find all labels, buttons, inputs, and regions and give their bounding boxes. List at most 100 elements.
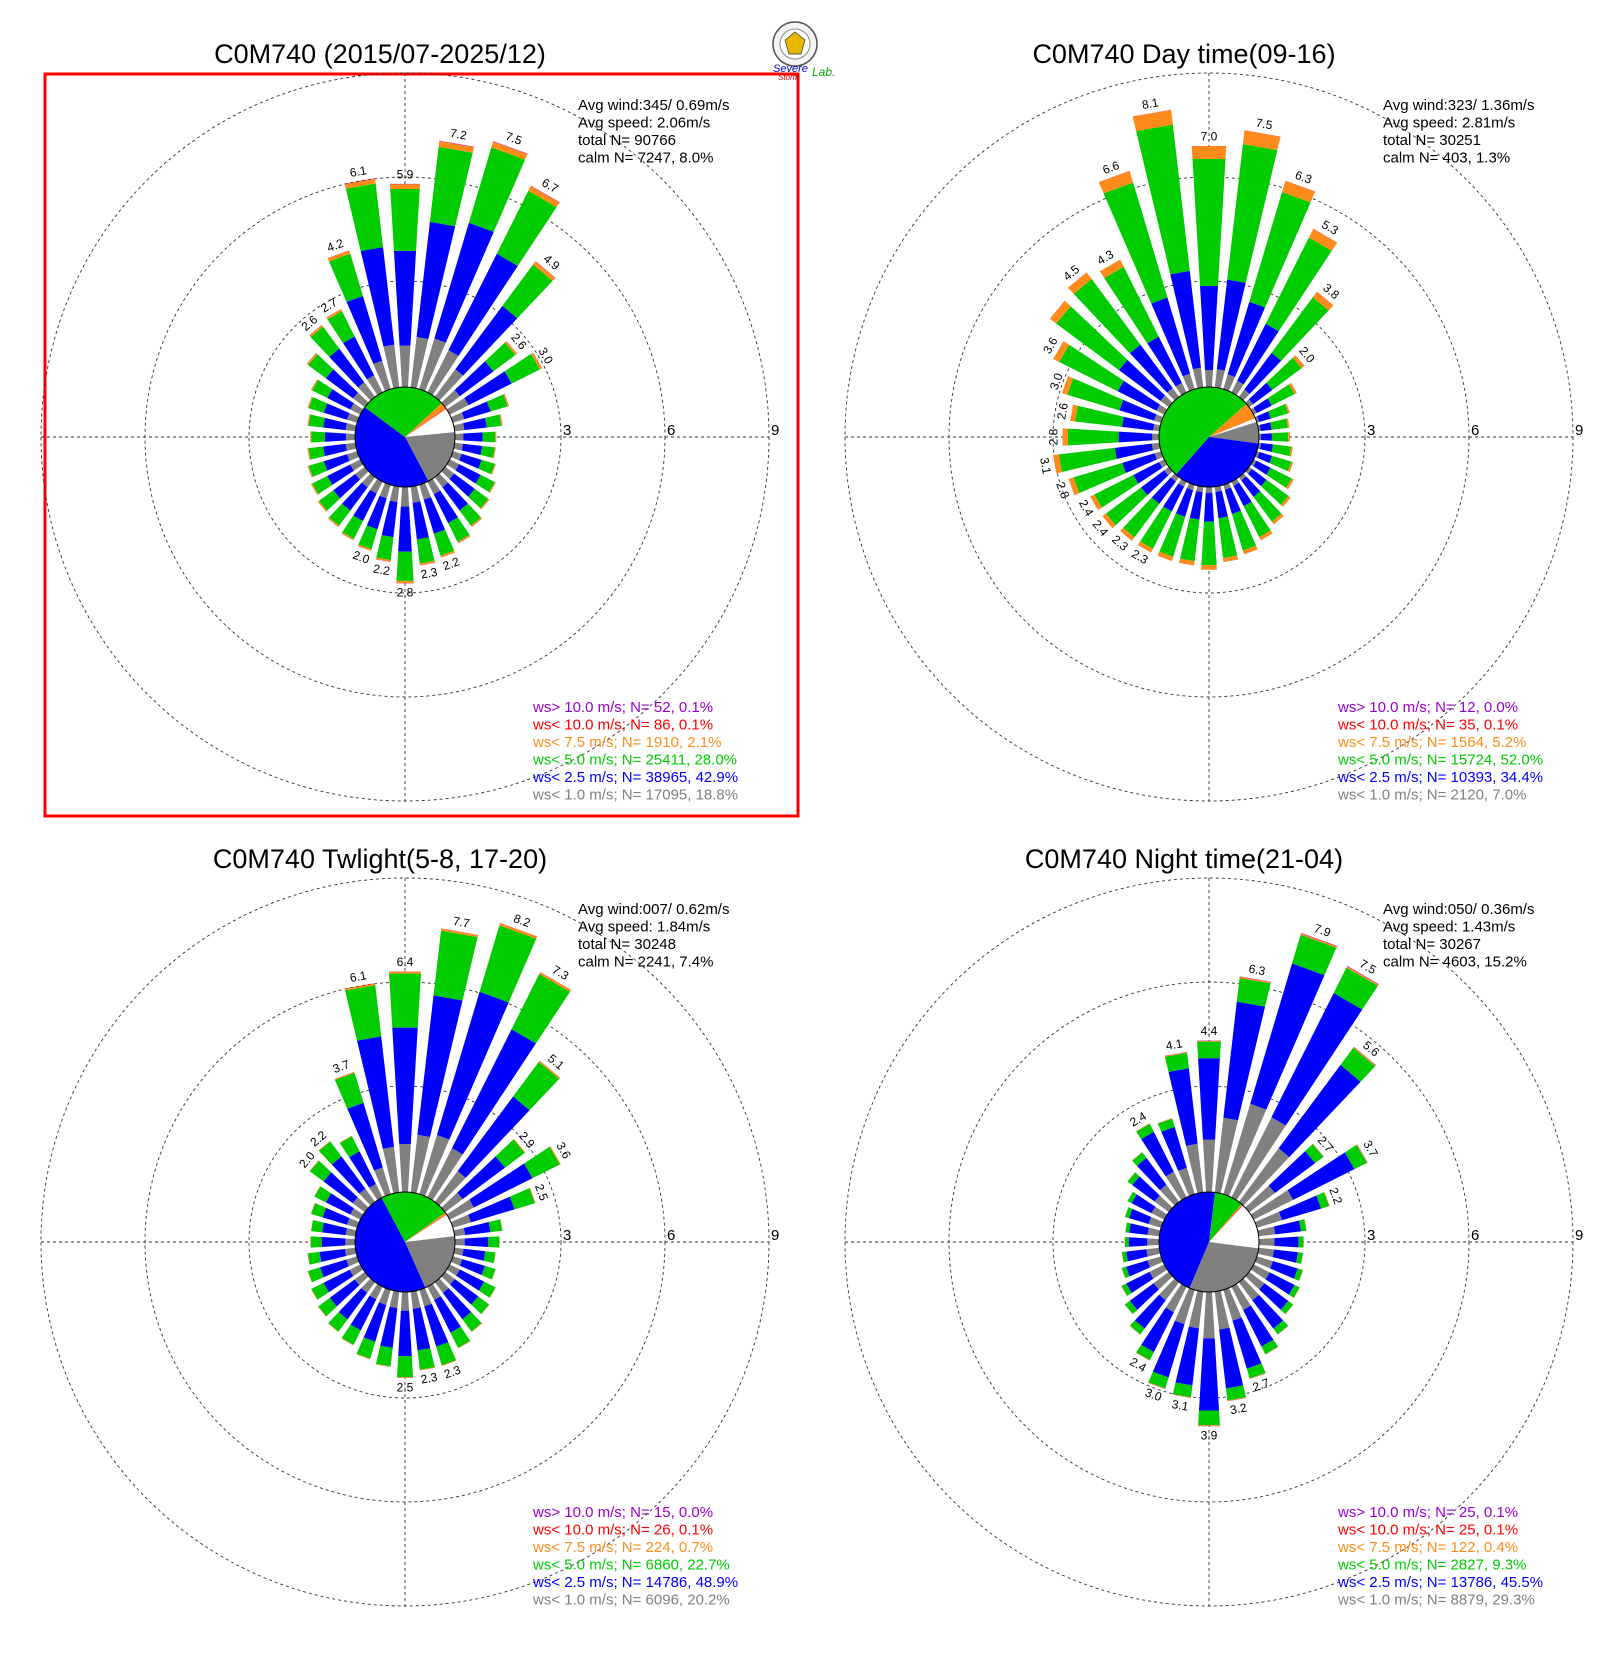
bar-label: 3.9: [1201, 1429, 1218, 1443]
bar-segment-lt5: [434, 530, 454, 556]
bar-segment-lt5: [389, 974, 421, 1028]
legend-entry-lt5: ws< 5.0 m/s; N= 2827, 9.3%: [1337, 1557, 1526, 1574]
stat-avg-wind: Avg wind:050/ 0.36m/s: [1383, 901, 1534, 918]
ring-label: 6: [1471, 422, 1479, 439]
bar-segment-lt5: [483, 432, 496, 443]
legend-entry-lt10: ws< 10.0 m/s; N= 35, 0.1%: [1337, 717, 1518, 734]
bar-segment-lt25: [1199, 1338, 1219, 1410]
bar-segment-lt1: [1223, 374, 1235, 391]
bar-segment-lt25: [465, 1237, 489, 1247]
bar-label: 4.4: [1201, 1024, 1218, 1038]
bar-segment-lt1: [1215, 369, 1225, 388]
bar-segment-lt25: [462, 1249, 485, 1261]
bar-segment-lt1: [1203, 1140, 1215, 1192]
legend-entry-lt25: ws< 2.5 m/s; N= 13786, 45.5%: [1337, 1574, 1543, 1591]
bar-segment-lt5: [1270, 419, 1288, 430]
chart-title: C0M740 Night time(21-04): [1025, 844, 1343, 874]
bar-segment-lt5: [390, 189, 419, 251]
bar-segment-lt75: [389, 972, 421, 974]
bar-segment-lt25: [1273, 1250, 1298, 1263]
bar-label: 6.3: [1293, 168, 1314, 187]
bar-segment-lt1: [345, 1248, 356, 1256]
bar-segment-lt5: [1298, 1236, 1303, 1247]
ring-label: 9: [771, 422, 779, 439]
bar-segment-lt25: [1126, 1249, 1148, 1261]
legend-entry-lt5: ws< 5.0 m/s; N= 25411, 28.0%: [532, 752, 737, 769]
legend-entry-lt25: ws< 2.5 m/s; N= 38965, 42.9%: [532, 769, 738, 786]
bar-segment-lt5: [1180, 518, 1199, 561]
bar-segment-lt25: [1274, 1221, 1301, 1235]
bar-label: 4.2: [325, 236, 346, 255]
bar-segment-lt5: [1125, 1237, 1129, 1247]
bar-segment-lt25: [394, 251, 416, 346]
legend-entry-lt25: ws< 2.5 m/s; N= 14786, 48.9%: [532, 1574, 738, 1591]
bar-segment-lt5: [484, 1251, 496, 1263]
bar-label: 6.4: [397, 955, 414, 969]
bar-segment-lt75: [1197, 1041, 1221, 1042]
bar-label: 3.1: [1037, 456, 1054, 475]
bar-segment-lt1: [346, 443, 357, 451]
bar-segment-lt25: [463, 432, 482, 441]
bar-segment-lt25: [323, 418, 347, 430]
bar-label: 2.8: [397, 586, 414, 600]
bar-segment-lt5: [485, 414, 501, 427]
bar-segment-lt25: [1119, 432, 1153, 443]
bar-segment-lt5: [1272, 444, 1291, 456]
bar-segment-lt5: [1068, 429, 1119, 446]
stat-avg-speed: Avg speed: 2.81m/s: [1383, 115, 1515, 132]
bar-segment-lt1: [1146, 1248, 1160, 1257]
bar-label: 5.9: [397, 167, 414, 181]
bar-label: 2.5: [532, 1182, 551, 1203]
bar-segment-lt1: [401, 1292, 409, 1311]
bar-segment-lt5: [489, 1219, 503, 1232]
legend-entry-lt5: ws< 5.0 m/s; N= 6860, 22.7%: [532, 1557, 730, 1574]
bar-segment-lt5: [311, 431, 325, 442]
bar-segment-lt5: [1268, 404, 1288, 418]
ring-label: 6: [667, 1227, 675, 1244]
legend-entry-lt75: ws< 7.5 m/s; N= 224, 0.7%: [532, 1539, 713, 1556]
bar-label: 2.5: [397, 1380, 414, 1394]
stat-avg-speed: Avg speed: 1.84m/s: [578, 919, 710, 936]
bar-segment-lt25: [1204, 493, 1214, 522]
bar-segment-lt1: [455, 1238, 465, 1245]
bar-label: 3.7: [331, 1057, 352, 1076]
bar-label: 6.1: [349, 163, 368, 180]
bar-segment-lt1: [390, 486, 399, 502]
bar-segment-lt5: [1269, 456, 1291, 471]
legend-entry-lt1: ws< 1.0 m/s; N= 2120, 7.0%: [1337, 787, 1526, 804]
bar-label: 3.1: [1171, 1397, 1190, 1414]
bar-segment-lt1: [401, 487, 409, 507]
bar-label: 6.6: [1101, 158, 1122, 177]
bar-label: 3.2: [1229, 1400, 1248, 1417]
bar-segment-lt75: [495, 432, 496, 443]
stat-total: total N= 30251: [1383, 132, 1481, 149]
bar-segment-lt1: [411, 1291, 421, 1309]
bar-segment-lt5: [481, 446, 495, 458]
stat-calm: calm N= 4603, 15.2%: [1383, 954, 1527, 971]
bar-segment-lt1: [380, 483, 391, 499]
ring-label: 6: [1471, 1227, 1479, 1244]
chart-title: C0M740 (2015/07-2025/12): [214, 39, 546, 69]
legend-entry-lt1: ws< 1.0 m/s; N= 6096, 20.2%: [532, 1592, 730, 1609]
bar-segment-lt5: [309, 414, 325, 427]
bar-segment-lt1: [1147, 1228, 1160, 1237]
bar-label: 7.9: [1312, 921, 1333, 940]
ring-label: 3: [1367, 422, 1375, 439]
bar-label: 8.1: [1141, 95, 1160, 112]
stat-total: total N= 30267: [1383, 936, 1481, 953]
bar-segment-lt1: [1205, 370, 1213, 387]
bar-segment-lt5: [329, 254, 363, 302]
ring-label: 9: [1575, 422, 1583, 439]
legend-entry-lt75: ws< 7.5 m/s; N= 1910, 2.1%: [532, 734, 721, 751]
legend-entry-lt75: ws< 7.5 m/s; N= 1564, 5.2%: [1337, 734, 1526, 751]
bar-segment-lt25: [398, 1311, 412, 1356]
bar-label: 6.1: [349, 968, 368, 985]
bar-segment-lt1: [1203, 1292, 1214, 1338]
bar-segment-lt5: [311, 1220, 324, 1232]
bar-segment-lt5: [1197, 1042, 1221, 1059]
bar-label: 7.0: [1201, 130, 1218, 144]
